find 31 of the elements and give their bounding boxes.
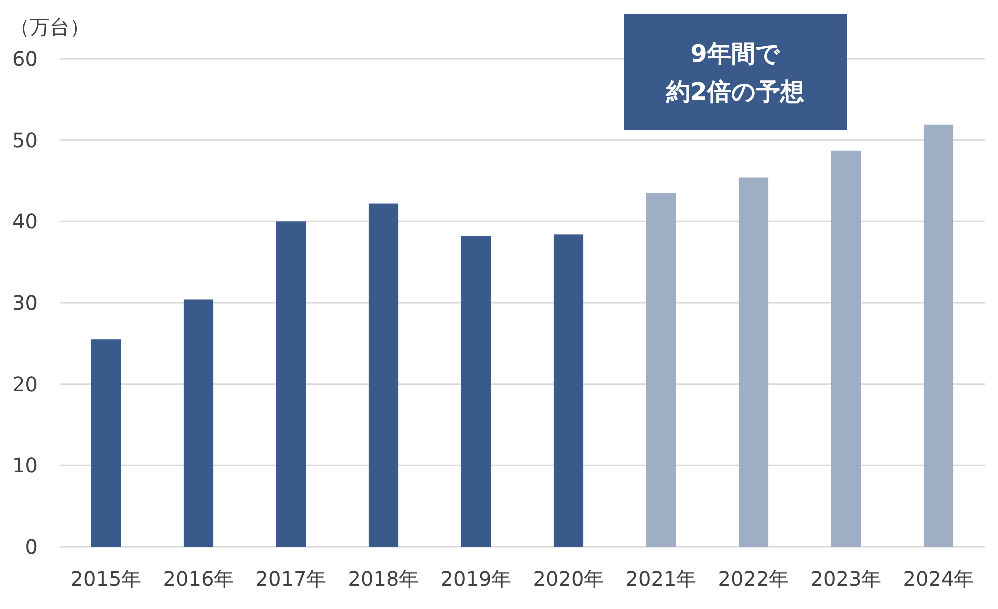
- bar: [924, 124, 954, 547]
- y-tick-label: 0: [25, 535, 38, 559]
- y-tick-label: 60: [12, 47, 38, 71]
- x-tick-label: 2022年: [718, 567, 790, 591]
- x-tick-label: 2016年: [163, 567, 234, 591]
- x-tick-label: 2018年: [348, 567, 420, 591]
- y-tick-label: 30: [12, 291, 38, 315]
- y-tick-label: 50: [12, 128, 38, 152]
- x-tick-label: 2020年: [533, 567, 604, 591]
- x-tick-label: 2017年: [256, 567, 327, 591]
- bar: [461, 236, 492, 547]
- x-tick-label: 2019年: [440, 567, 512, 591]
- x-tick-label: 2015年: [70, 567, 142, 591]
- y-tick-label: 20: [12, 372, 38, 396]
- bar: [554, 234, 584, 547]
- x-tick-label: 2024年: [903, 567, 974, 591]
- bar: [738, 178, 769, 547]
- annotation: 9年間で: [690, 40, 782, 68]
- y-tick-label: 40: [12, 210, 38, 234]
- x-tick-label: 2021年: [626, 567, 697, 591]
- bar: [368, 204, 399, 547]
- bar: [91, 340, 122, 547]
- bar: [184, 300, 214, 547]
- x-tick-label: 2023年: [810, 567, 882, 591]
- y-tick-label: 10: [12, 454, 38, 478]
- bar: [831, 150, 862, 547]
- bar: [276, 222, 306, 547]
- annotation: 9年間で 約2倍の予想: [624, 14, 847, 130]
- y-axis-title: （万台）: [10, 15, 90, 39]
- annotation: 約2倍の予想: [666, 78, 804, 106]
- bar: [646, 193, 676, 547]
